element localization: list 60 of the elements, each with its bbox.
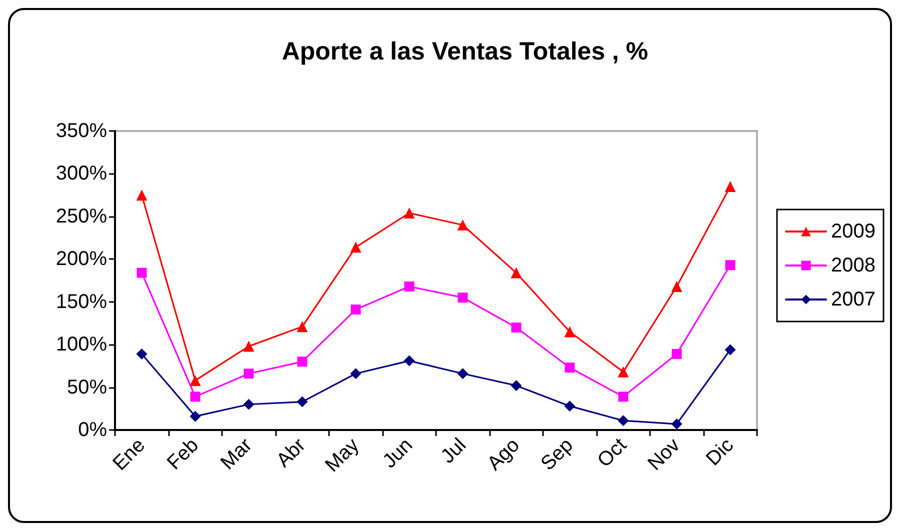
point bbox=[618, 366, 629, 378]
point bbox=[190, 392, 200, 402]
x-tick-label: Dic bbox=[702, 434, 738, 470]
point bbox=[564, 326, 576, 338]
point bbox=[618, 392, 628, 402]
point bbox=[350, 242, 362, 253]
x-tick-label: May bbox=[321, 434, 364, 476]
x-tick-label: Jul bbox=[436, 434, 471, 468]
point bbox=[136, 190, 148, 201]
point bbox=[296, 396, 308, 408]
point bbox=[350, 304, 361, 315]
legend-label: 2008 bbox=[831, 254, 876, 276]
x-tick-label: Ago bbox=[483, 434, 524, 475]
chart-title: Aporte a las Ventas Totales , % bbox=[282, 38, 648, 66]
point bbox=[244, 368, 254, 379]
x-tick-label: Ene bbox=[108, 434, 150, 475]
point bbox=[564, 400, 576, 412]
point bbox=[458, 292, 468, 303]
point bbox=[243, 398, 254, 410]
y-tick-label: 250% bbox=[56, 205, 108, 228]
point bbox=[404, 208, 415, 219]
y-tick-label: 0% bbox=[78, 419, 108, 441]
point bbox=[725, 260, 736, 270]
point bbox=[243, 340, 254, 352]
point bbox=[404, 355, 415, 366]
point bbox=[190, 374, 201, 386]
x-tick-label: Oct bbox=[593, 434, 632, 472]
x-tick-label: Nov bbox=[644, 434, 685, 475]
point bbox=[564, 362, 575, 373]
point bbox=[672, 348, 682, 359]
point bbox=[297, 356, 308, 367]
x-tick-label: Mar bbox=[216, 434, 257, 474]
legend-label: 2007 bbox=[831, 288, 876, 310]
x-tick-label: Abr bbox=[272, 434, 310, 472]
point bbox=[511, 322, 522, 332]
point bbox=[136, 348, 148, 360]
point bbox=[510, 267, 522, 278]
point bbox=[190, 410, 201, 422]
y-tick-label: 200% bbox=[56, 248, 108, 270]
y-tick-label: 50% bbox=[66, 376, 108, 398]
point bbox=[350, 368, 362, 380]
point bbox=[724, 181, 736, 192]
y-tick-label: 350% bbox=[56, 120, 108, 142]
point bbox=[296, 321, 308, 332]
point bbox=[404, 281, 414, 292]
y-tick-label: 300% bbox=[56, 162, 108, 185]
x-tick-label: Jun bbox=[378, 434, 418, 473]
point bbox=[136, 268, 147, 278]
x-tick-label: Feb bbox=[163, 434, 204, 474]
point bbox=[671, 418, 682, 430]
point bbox=[671, 280, 682, 292]
x-tick-label: Sep bbox=[536, 434, 578, 475]
y-tick-label: 100% bbox=[56, 334, 108, 356]
point bbox=[457, 219, 468, 230]
y-tick-label: 150% bbox=[56, 290, 108, 313]
point bbox=[457, 368, 468, 380]
point bbox=[724, 344, 736, 356]
legend-label: 2009 bbox=[831, 220, 876, 242]
point bbox=[618, 415, 629, 426]
point bbox=[510, 380, 522, 392]
